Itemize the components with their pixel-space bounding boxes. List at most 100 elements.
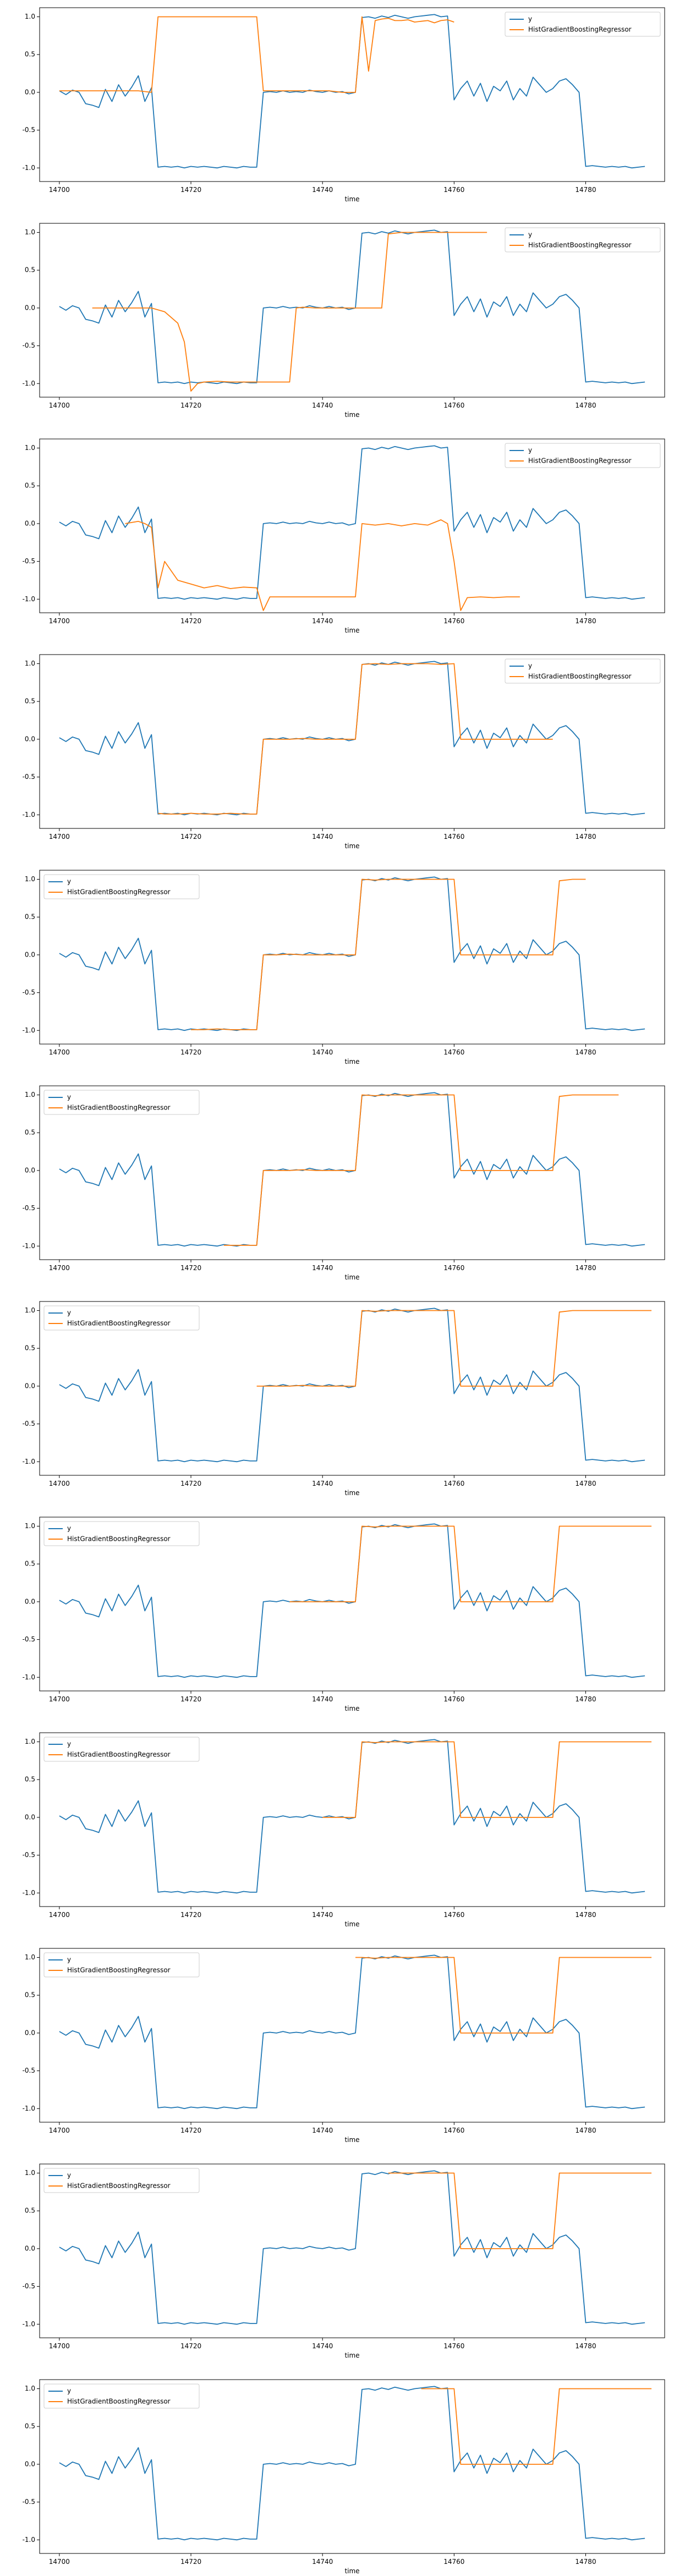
series-line-model [289, 1525, 652, 1602]
plot-frame [39, 438, 665, 613]
x-tick-label: 14760 [443, 2558, 464, 2566]
legend-label: y [528, 231, 532, 239]
y-tick-label: -0.5 [23, 2067, 35, 2074]
chart-panel: -1.0 -0.5 0.0 0.5 1.0 14700 14720 14740 14760 147… [23, 223, 665, 419]
legend-box [43, 1521, 200, 1546]
x-tick-label: 14700 [49, 2127, 70, 2134]
x-axis-label: time [344, 2352, 359, 2359]
y-tick-label: 0.5 [25, 2207, 35, 2215]
x-tick-label: 14720 [180, 2127, 201, 2134]
legend-label: y [528, 15, 532, 23]
y-tick-label: -1.0 [23, 164, 35, 172]
x-tick-label: 14760 [443, 833, 464, 841]
series-line-model [322, 1741, 652, 1818]
y-tick-label: -1.0 [23, 2536, 35, 2544]
legend-label: y [67, 1525, 71, 1533]
x-tick-label: 14700 [49, 2342, 70, 2350]
legend-label: HistGradientBoostingRegressor [67, 1751, 171, 1759]
x-tick-label: 14700 [49, 1911, 70, 1919]
legend-label: y [67, 2387, 71, 2395]
x-axis-label: time [344, 1058, 359, 1065]
plot-frame [39, 2163, 665, 2338]
legend-label: y [528, 447, 532, 454]
y-tick-label: -0.5 [23, 1851, 35, 1859]
chart-panel: -1.0 -0.5 0.0 0.5 1.0 14700 14720 14740 14760 147… [23, 1732, 665, 1928]
y-tick-label: 0.5 [25, 1344, 35, 1352]
plot-frame [39, 7, 665, 182]
x-tick-label: 14760 [443, 2127, 464, 2134]
y-tick-label: 1.0 [25, 660, 35, 667]
x-tick-label: 14720 [180, 1480, 201, 1487]
plot-frame [39, 1517, 665, 1691]
y-tick-label: -0.5 [23, 988, 35, 996]
legend-label: y [67, 2172, 71, 2179]
y-tick-label: 0.0 [25, 304, 35, 311]
y-tick-label: 1.0 [25, 1738, 35, 1745]
legend-label: HistGradientBoostingRegressor [67, 1320, 171, 1327]
x-axis-label: time [344, 627, 359, 634]
x-tick-label: 14760 [443, 1264, 464, 1272]
legend-box [505, 12, 661, 37]
legend-label: HistGradientBoostingRegressor [528, 26, 632, 34]
x-tick-label: 14740 [312, 402, 333, 409]
x-tick-label: 14780 [575, 1048, 596, 1056]
legend: y HistGradientBoostingRegressor [43, 874, 200, 899]
y-tick-label: 0.0 [25, 2244, 35, 2252]
x-tick-label: 14760 [443, 1695, 464, 1703]
x-axis-label: time [344, 842, 359, 850]
legend-label: y [528, 662, 532, 670]
chart-panel: -1.0 -0.5 0.0 0.5 1.0 14700 14720 14740 14760 147… [23, 2163, 665, 2359]
y-tick-label: -1.0 [23, 1673, 35, 1681]
legend-label: HistGradientBoostingRegressor [67, 1967, 171, 1974]
legend-label: HistGradientBoostingRegressor [67, 1104, 171, 1112]
legend-box [43, 1737, 200, 1762]
y-tick-label: -0.5 [23, 126, 35, 134]
x-tick-label: 14720 [180, 2342, 201, 2350]
chart-panel: -1.0 -0.5 0.0 0.5 1.0 14700 14720 14740 14760 147… [23, 438, 665, 634]
y-tick-label: 1.0 [25, 875, 35, 883]
plot-frame [39, 1732, 665, 1907]
legend-label: HistGradientBoostingRegressor [528, 673, 632, 680]
series-line-y [59, 1092, 645, 1247]
x-tick-label: 14740 [312, 833, 333, 841]
x-tick-label: 14780 [575, 2127, 596, 2134]
x-tick-label: 14740 [312, 1695, 333, 1703]
legend-box [43, 874, 200, 899]
legend-box [43, 1305, 200, 1331]
series-line-y [59, 2170, 645, 2325]
y-tick-label: 0.5 [25, 266, 35, 274]
legend-label: HistGradientBoostingRegressor [528, 457, 632, 465]
y-tick-label: 0.5 [25, 51, 35, 58]
y-tick-label: -0.5 [23, 557, 35, 565]
x-tick-label: 14720 [180, 402, 201, 409]
y-tick-label: 0.0 [25, 88, 35, 96]
legend-box [505, 227, 661, 252]
x-tick-label: 14740 [312, 2127, 333, 2134]
legend: y HistGradientBoostingRegressor [43, 1305, 200, 1331]
series-line-y [59, 2386, 645, 2541]
y-tick-label: -0.5 [23, 342, 35, 349]
series-line-y [59, 1308, 645, 1463]
legend-label: y [67, 1309, 71, 1317]
x-tick-label: 14740 [312, 186, 333, 194]
y-tick-label: 0.0 [25, 519, 35, 527]
legend-label: HistGradientBoostingRegressor [67, 2182, 171, 2190]
y-tick-label: 0.0 [25, 2029, 35, 2036]
series-line-model [223, 1094, 619, 1246]
series-line-model [158, 663, 553, 815]
legend-label: y [67, 878, 71, 886]
y-tick-label: -0.5 [23, 2498, 35, 2506]
x-tick-label: 14700 [49, 617, 70, 625]
series-line-y [59, 876, 645, 1031]
legend: y HistGradientBoostingRegressor [505, 227, 661, 252]
legend: y HistGradientBoostingRegressor [43, 1090, 200, 1115]
chart-panel: -1.0 -0.5 0.0 0.5 1.0 14700 14720 14740 14760 147… [23, 2379, 665, 2575]
series-line-model [355, 1957, 652, 2034]
x-tick-label: 14780 [575, 186, 596, 194]
chart-panel: -1.0 -0.5 0.0 0.5 1.0 14700 14720 14740 14760 147… [23, 1517, 665, 1712]
y-tick-label: 1.0 [25, 13, 35, 20]
x-axis-label: time [344, 195, 359, 203]
plot-frame [39, 1301, 665, 1476]
x-tick-label: 14780 [575, 2342, 596, 2350]
